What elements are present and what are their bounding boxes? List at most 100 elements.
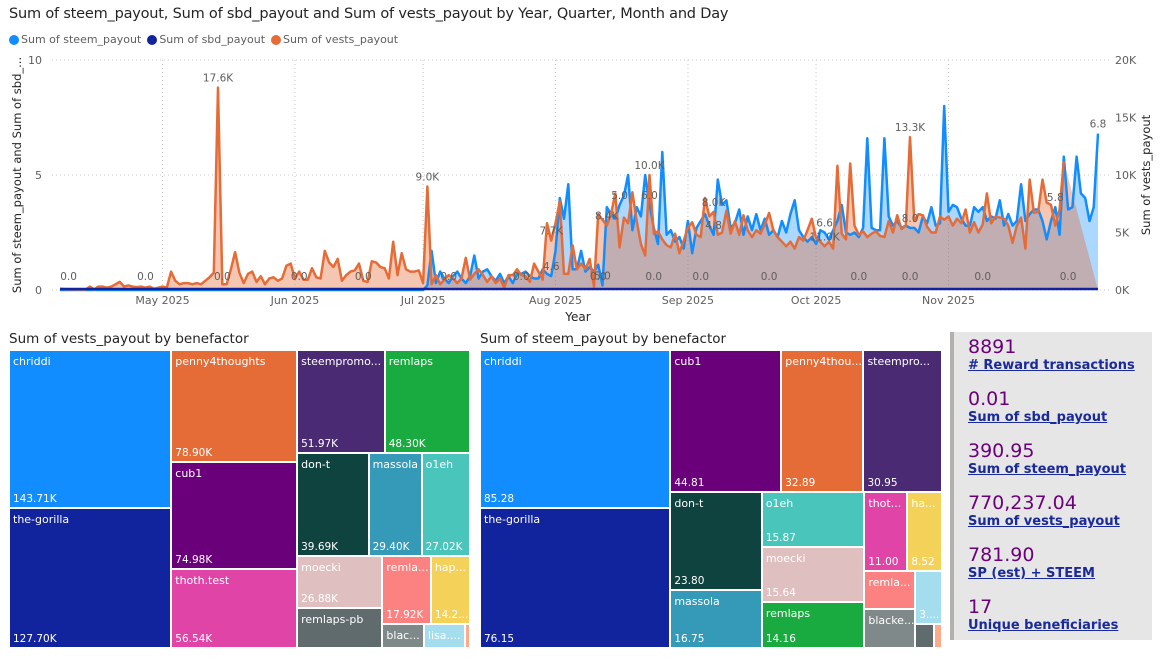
treemap-cell-don-t[interactable]: don-t 39.69K <box>297 452 369 556</box>
treemap-cell-blacke[interactable]: blacke... <box>864 609 916 648</box>
cell-label: o1eh <box>425 457 454 471</box>
data-label: 0.0 <box>590 271 607 283</box>
legend-item-sbd[interactable]: Sum of sbd_payout <box>147 33 265 46</box>
kpi-label-link[interactable]: Sum of vests_payout <box>968 514 1120 529</box>
treemap-cell-remlaps-pb[interactable]: remlaps-pb <box>297 607 383 648</box>
data-label: 7.7K <box>539 226 564 238</box>
treemap-cell-blac[interactable]: blac... <box>382 624 424 648</box>
treemap-cell-o1eh[interactable]: o1eh 15.87 <box>761 491 865 547</box>
treemap-cell-chriddi[interactable]: chriddi 143.71K <box>9 350 172 508</box>
treemap-cell-o1eh[interactable]: o1eh 27.02K <box>421 452 470 556</box>
treemap-cell-the-gorilla[interactable]: the-gorilla 127.70K <box>9 507 172 648</box>
y-tick-label: 10 <box>28 54 42 67</box>
legend-item-vests[interactable]: Sum of vests_payout <box>271 33 398 46</box>
treemap-cell-steempromoter[interactable]: steempromo... 51.97K <box>297 350 385 453</box>
cell-value: 56.54K <box>175 632 213 645</box>
treemap-cell-light-blue[interactable]: 3.... <box>915 570 942 625</box>
kpi-panel: 8891 # Reward transactions 0.01 Sum of sbd… <box>950 332 1152 640</box>
data-label: 6.0 <box>641 190 658 202</box>
cell-value: 27.02K <box>425 540 463 553</box>
data-label: 13.3K <box>895 122 926 134</box>
cell-value: 74.98K <box>175 554 213 567</box>
kpi-label-link[interactable]: Unique beneficiaries <box>968 618 1119 633</box>
cell-label: steempro... <box>867 355 931 368</box>
kpi-vests-payout: 770,237.04 Sum of vests_payout <box>968 492 1120 530</box>
data-label: 6.6 <box>816 218 833 230</box>
treemap-cell-steempromoter[interactable]: steempro... 30.95 <box>863 350 942 492</box>
y-tick-label: 5 <box>35 169 42 182</box>
treemap-cell-lisa[interactable]: lisa.... <box>423 624 466 648</box>
kpi-value: 17 <box>968 596 993 618</box>
cell-label: moecki <box>301 560 341 574</box>
treemap-cell-other[interactable] <box>465 624 470 648</box>
cell-label: lisa.... <box>427 629 461 643</box>
cell-value: 15.87 <box>765 531 796 544</box>
cell-value: 78.90K <box>175 446 213 459</box>
treemap-cell-peach[interactable] <box>933 624 942 648</box>
treemap-cell-cub1[interactable]: cub1 44.81 <box>670 350 782 492</box>
treemap-cell-remlaps[interactable]: remlaps 48.30K <box>384 350 470 453</box>
cell-value: 29.40K <box>372 540 410 553</box>
treemap-cell-chriddi[interactable]: chriddi 85.28 <box>480 350 671 508</box>
cell-label: remlaps-pb <box>301 612 364 626</box>
treemap-cell-massola[interactable]: massola 29.40K <box>368 452 422 556</box>
data-label: 17.6K <box>203 73 234 85</box>
treemap-cell-ha[interactable]: ha... 8.52 <box>907 491 942 571</box>
cell-label: the-gorilla <box>484 512 541 526</box>
kpi-label-link[interactable]: Sum of steem_payout <box>968 462 1126 477</box>
kpi-label-link[interactable]: Sum of sbd_payout <box>968 410 1108 425</box>
data-label: 0.0 <box>1060 271 1077 283</box>
cell-value: 32.89 <box>785 476 816 489</box>
cell-label: ha... <box>911 496 936 510</box>
cell-value: 85.28 <box>484 492 515 505</box>
vests-area <box>60 87 1098 290</box>
treemap-cell-remlaps[interactable]: remlaps 14.16 <box>761 601 865 648</box>
y-axis-title: Sum of steem_payout and Sum of sbd_... <box>10 57 24 293</box>
kpi-value: 781.90 <box>968 544 1035 566</box>
y2-axis-title: Sum of vests_payout <box>1139 114 1153 235</box>
cell-label: thot... <box>868 496 902 510</box>
treemap-steem-title: Sum of steem_payout by benefactor <box>480 331 727 347</box>
x-axis-title: Year <box>564 310 590 324</box>
treemap-vests[interactable]: chriddi 143.71K the-gorilla 127.70K penny4th… <box>9 350 470 648</box>
data-label: 0.0 <box>850 271 867 283</box>
cell-label: thoth.test <box>175 574 230 588</box>
data-label: 0.0 <box>60 271 77 283</box>
cell-label: blac... <box>386 629 420 643</box>
treemap-cell-the-gorilla[interactable]: the-gorilla 76.15 <box>480 507 671 648</box>
treemap-cell-thoth.test[interactable]: thoth.test 56.54K <box>171 569 298 648</box>
data-label: 0.0 <box>902 271 919 283</box>
y2-tick-label: 15K <box>1115 112 1137 125</box>
data-label: 10.0K <box>634 160 665 172</box>
cell-value: 8.52 <box>911 555 935 568</box>
cell-value: 15.64 <box>765 586 796 599</box>
treemap-cell-penny4thoughts[interactable]: penny4thoughts 78.90K <box>171 350 298 462</box>
y2-tick-label: 20K <box>1115 54 1137 67</box>
cell-value: 30.95 <box>867 476 898 489</box>
treemap-cell-dark-gray[interactable] <box>915 624 934 648</box>
treemap-cell-remla[interactable]: remla... <box>864 570 916 610</box>
treemap-cell-don-t[interactable]: don-t 23.80 <box>670 491 762 590</box>
treemap-cell-massola[interactable]: massola 16.75 <box>670 589 762 648</box>
cell-value: 23.80 <box>674 574 705 587</box>
line-chart[interactable]: 0 5 10 0K 5K 10K 15K 20K May 2025 Jun 2025 Jul 202… <box>0 50 1162 330</box>
treemap-cell-thoth[interactable]: thot... 11.00 <box>864 491 908 571</box>
kpi-label-link[interactable]: # Reward transactions <box>968 358 1135 373</box>
chart-title: Sum of steem_payout, Sum of sbd_payout a… <box>9 6 729 22</box>
legend-label: Sum of sbd_payout <box>159 33 266 46</box>
treemap-cell-hap[interactable]: hap... 14.2... <box>430 555 470 625</box>
treemap-cell-penny4thoughts[interactable]: penny4thou... 32.89 <box>781 350 864 492</box>
treemap-steem[interactable]: chriddi 85.28 the-gorilla 76.15 cub1 44.81 pen… <box>480 350 942 648</box>
x-tick-label: Aug 2025 <box>529 294 582 307</box>
treemap-cell-moecki[interactable]: moecki 26.88K <box>297 555 383 608</box>
treemap-cell-cub1[interactable]: cub1 74.98K <box>171 461 298 570</box>
treemap-cell-moecki[interactable]: moecki 15.64 <box>761 546 865 602</box>
kpi-label-link[interactable]: SP (est) + STEEM <box>968 566 1095 581</box>
legend-item-steem[interactable]: Sum of steem_payout <box>9 33 141 46</box>
data-label: 0.0 <box>513 271 530 283</box>
cell-value: 143.71K <box>13 492 57 505</box>
treemap-cell-remlaps-2[interactable]: remla... 17.92K <box>382 555 431 625</box>
cell-label: don-t <box>674 496 704 510</box>
cell-value: 14.16 <box>765 632 796 645</box>
kpi-reward-transactions: 8891 # Reward transactions <box>968 336 1135 374</box>
